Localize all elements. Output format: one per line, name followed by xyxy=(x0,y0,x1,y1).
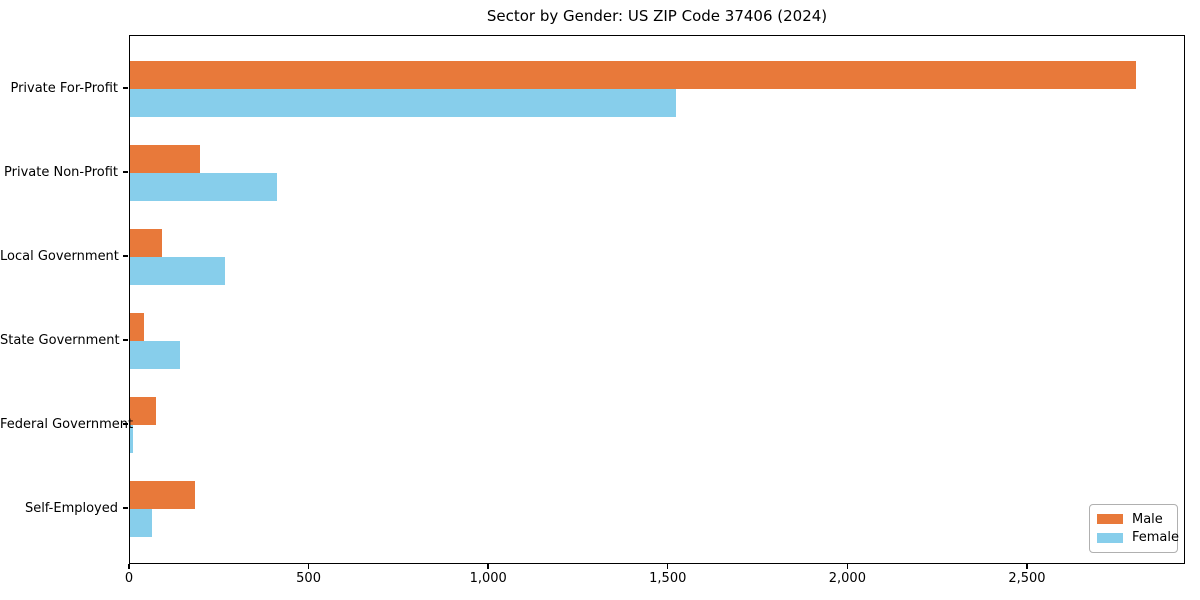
category-label: Self-Employed xyxy=(24,501,118,516)
legend-swatch-icon xyxy=(1097,532,1123,543)
x-tick-mark xyxy=(307,564,310,569)
y-tick-mark xyxy=(123,423,128,425)
x-tick-mark xyxy=(487,564,489,569)
category-label: Federal Government xyxy=(0,417,134,432)
category-label: State Government xyxy=(0,333,120,348)
bar-male-3 xyxy=(130,229,163,257)
x-tick-label: 2,000 xyxy=(828,571,866,586)
y-tick-mark xyxy=(123,171,128,173)
category-label: Private Non-Profit xyxy=(4,165,118,180)
x-tick-mark xyxy=(846,564,849,569)
bar-female-6 xyxy=(130,509,153,537)
y-tick-mark xyxy=(123,507,128,509)
legend-label: Male xyxy=(1132,511,1163,527)
bar-female-4 xyxy=(130,341,181,369)
x-tick-mark xyxy=(128,564,130,569)
bar-male-2 xyxy=(130,145,201,173)
x-tick-label: 1,000 xyxy=(469,571,507,586)
plot-area xyxy=(129,35,1185,564)
x-tick-mark xyxy=(667,564,669,569)
category-label: Local Government xyxy=(0,249,119,264)
x-tick-mark xyxy=(1026,564,1028,569)
x-tick-label: 2,500 xyxy=(1008,571,1046,586)
x-tick-label: 0 xyxy=(124,571,134,586)
bar-female-1 xyxy=(130,89,676,117)
legend-swatch-icon xyxy=(1097,514,1123,525)
legend: Male Female xyxy=(1089,504,1179,553)
bar-female-5 xyxy=(130,425,133,453)
legend-item-female: Female xyxy=(1097,530,1179,545)
bar-male-5 xyxy=(130,397,157,425)
legend-label: Female xyxy=(1132,530,1180,546)
x-tick-label: 1,500 xyxy=(649,571,687,586)
bar-male-1 xyxy=(130,61,1136,89)
y-tick-mark xyxy=(123,255,128,257)
chart-title: Sector by Gender: US ZIP Code 37406 (202… xyxy=(486,7,828,25)
bar-female-3 xyxy=(130,257,226,285)
x-tick-label: 500 xyxy=(296,571,321,586)
y-tick-mark xyxy=(123,87,128,89)
category-label: Private For-Profit xyxy=(10,81,118,96)
legend-item-male: Male xyxy=(1097,512,1170,527)
bar-male-6 xyxy=(130,481,196,509)
y-tick-mark xyxy=(123,339,128,341)
bar-female-2 xyxy=(130,173,278,201)
bar-male-4 xyxy=(130,313,145,341)
